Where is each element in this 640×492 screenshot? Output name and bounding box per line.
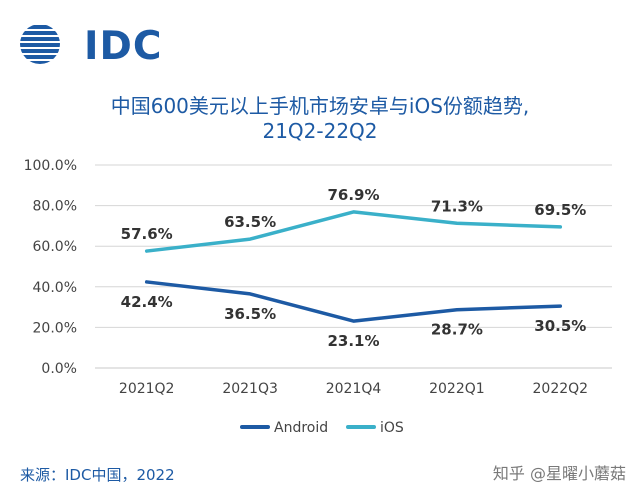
y-tick-label: 20.0% <box>33 320 77 336</box>
data-label: 23.1% <box>327 332 379 350</box>
y-tick-label: 0.0% <box>41 361 77 377</box>
data-label: 63.5% <box>224 213 276 231</box>
logo-text: IDC <box>84 24 163 69</box>
x-tick-label: 2022Q2 <box>533 381 589 397</box>
chart-subtitle: 21Q2-22Q2 <box>262 119 378 143</box>
source-note: 来源：IDC中国，2022 <box>20 466 175 484</box>
data-label: 28.7% <box>431 321 483 339</box>
legend-label-ios: iOS <box>380 420 404 436</box>
data-label: 69.5% <box>534 201 586 219</box>
watermark: 知乎 @星曜小蘑菇 <box>492 464 626 483</box>
chart-title: 中国600美元以上手机市场安卓与iOS份额趋势, <box>110 94 530 118</box>
data-label: 76.9% <box>327 186 379 204</box>
legend-label-android: Android <box>274 420 328 436</box>
idc-logo: IDC <box>18 22 162 69</box>
globe-icon <box>20 25 60 64</box>
y-tick-label: 100.0% <box>24 158 77 174</box>
x-tick-label: 2022Q1 <box>429 381 485 397</box>
x-tick-label: 2021Q4 <box>326 381 382 397</box>
y-tick-label: 40.0% <box>33 280 77 296</box>
y-tick-label: 80.0% <box>33 199 77 215</box>
y-tick-label: 60.0% <box>33 239 77 255</box>
x-tick-label: 2021Q2 <box>119 381 175 397</box>
x-tick-label: 2021Q3 <box>222 381 278 397</box>
series-line-android <box>144 280 563 323</box>
data-label: 71.3% <box>431 197 483 215</box>
data-label: 57.6% <box>121 225 173 243</box>
data-label: 36.5% <box>224 305 276 323</box>
series-line-ios <box>144 210 563 253</box>
data-label: 30.5% <box>534 317 586 335</box>
data-label: 42.4% <box>121 293 173 311</box>
